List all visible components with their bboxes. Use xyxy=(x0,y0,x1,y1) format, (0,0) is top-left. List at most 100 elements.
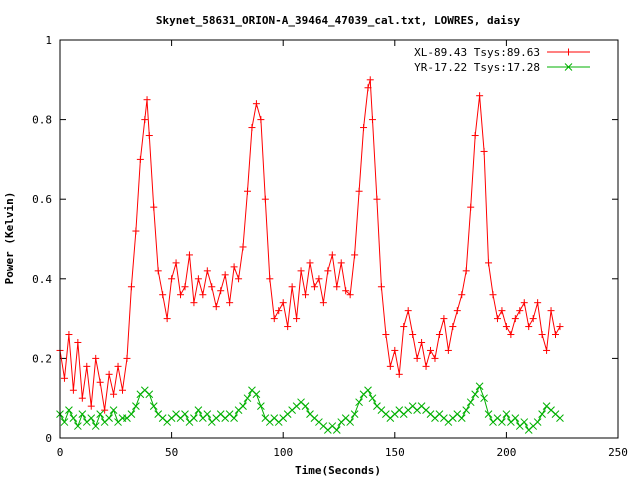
x-tick-label: 50 xyxy=(165,446,178,459)
y-axis-label: Power (Kelvin) xyxy=(3,192,16,285)
series-2-point xyxy=(203,410,212,418)
series-2-point xyxy=(181,410,189,418)
series-2-point-d2 xyxy=(306,410,314,418)
series-2-point-d2 xyxy=(145,390,154,399)
series-2-point-d2 xyxy=(364,386,372,395)
series-2-point xyxy=(87,414,96,422)
series-1-point xyxy=(427,346,435,354)
series-2-point xyxy=(78,410,87,418)
series-1-point xyxy=(212,303,220,311)
series-2-point-d2 xyxy=(78,410,87,418)
legend-marker-2-d2 xyxy=(564,63,573,71)
series-1-point xyxy=(172,259,180,267)
series-1-point xyxy=(243,187,251,195)
series-1-point xyxy=(310,283,318,291)
series-2-point-d2 xyxy=(194,406,203,414)
series-layer xyxy=(56,76,564,434)
series-1-point xyxy=(333,283,341,291)
ticks-group: 0 50 100 150 200 250 0 0.2 0.4 0.6 0.8 1 xyxy=(32,34,628,459)
series-1-point xyxy=(101,406,109,414)
series-2-point-d2 xyxy=(328,422,337,430)
series-1-point xyxy=(324,267,332,275)
series-1-point xyxy=(83,362,91,370)
series-1-point xyxy=(60,374,68,382)
series-2-point xyxy=(462,406,471,414)
legend-label-2: YR-17.22 Tsys:17.28 xyxy=(414,61,540,74)
series-1-point xyxy=(74,338,82,346)
series-1-point xyxy=(199,291,207,299)
series-1-point xyxy=(462,267,470,275)
series-2-point xyxy=(538,410,546,418)
series-1-point xyxy=(502,323,510,331)
series-2-point-d2 xyxy=(310,414,319,422)
series-1-point xyxy=(516,307,524,315)
series-2-point-d2 xyxy=(315,418,323,426)
series-2-point-d2 xyxy=(127,410,136,418)
series-1-point xyxy=(118,386,126,394)
series-1-point xyxy=(431,354,439,362)
series-2-point xyxy=(520,418,529,426)
x-axis-label: Time(Seconds) xyxy=(295,464,381,477)
series-2-point xyxy=(194,406,203,414)
series-2-point-d2 xyxy=(270,414,279,422)
series-2-point-d2 xyxy=(132,402,140,411)
series-2-point xyxy=(533,418,542,426)
series-1-point xyxy=(190,299,198,307)
series-1-point xyxy=(366,76,374,84)
series-2-point xyxy=(105,414,113,422)
series-2-point xyxy=(145,390,154,399)
series-2-point-d2 xyxy=(203,410,212,418)
series-1-point xyxy=(480,147,488,155)
series-2-point-d2 xyxy=(158,414,167,422)
series-1-point xyxy=(141,116,149,124)
series-1-point xyxy=(435,331,443,339)
series-1-point xyxy=(226,299,234,307)
series-2-point-d2 xyxy=(422,406,430,414)
series-1-point xyxy=(319,299,327,307)
series-1-point xyxy=(453,307,461,315)
series-2-point xyxy=(132,402,140,411)
series-1-point xyxy=(485,259,493,267)
series-2-point-d2 xyxy=(471,390,480,399)
series-2-point-d2 xyxy=(257,402,265,411)
series-2-point-d2 xyxy=(551,410,560,418)
series-1-point xyxy=(511,315,519,323)
series-2-point-d2 xyxy=(475,382,484,391)
series-1-point xyxy=(493,315,501,323)
series-2-point-d2 xyxy=(109,406,118,414)
series-2-point xyxy=(466,398,475,407)
series-1-point xyxy=(368,116,376,124)
series-1-point xyxy=(386,362,394,370)
series-2-point-d2 xyxy=(149,402,158,411)
legend-label-1: XL-89.43 Tsys:89.63 xyxy=(414,46,540,59)
series-1-point xyxy=(355,187,363,195)
series-1-point xyxy=(87,402,95,410)
series-2-point-d2 xyxy=(332,426,341,434)
series-2-point-d2 xyxy=(417,402,426,411)
series-1-point xyxy=(69,386,77,394)
series-1-point xyxy=(377,283,385,291)
series-2-point xyxy=(556,414,564,422)
series-1-point xyxy=(342,287,350,295)
series-1-point xyxy=(337,259,345,267)
series-1-point xyxy=(418,338,426,346)
series-1-point xyxy=(346,291,354,299)
series-2-point-d2 xyxy=(377,406,386,414)
series-1-point xyxy=(105,370,113,378)
series-2-point xyxy=(109,406,118,414)
series-2-point xyxy=(149,402,158,411)
series-2-point-d2 xyxy=(484,410,493,418)
x-tick-label: 0 xyxy=(57,446,64,459)
plot-frame xyxy=(59,39,619,439)
series-1-point xyxy=(181,283,189,291)
series-2-point-d2 xyxy=(154,410,163,418)
x-tick-label: 200 xyxy=(496,446,516,459)
series-2-point-d2 xyxy=(462,406,471,414)
series-1-point xyxy=(373,195,381,203)
series-2-point xyxy=(484,410,493,418)
series-1-point xyxy=(110,390,118,398)
series-2-point-d2 xyxy=(426,410,435,418)
series-2-point-d2 xyxy=(87,414,96,422)
series-2-point-d2 xyxy=(457,414,466,422)
